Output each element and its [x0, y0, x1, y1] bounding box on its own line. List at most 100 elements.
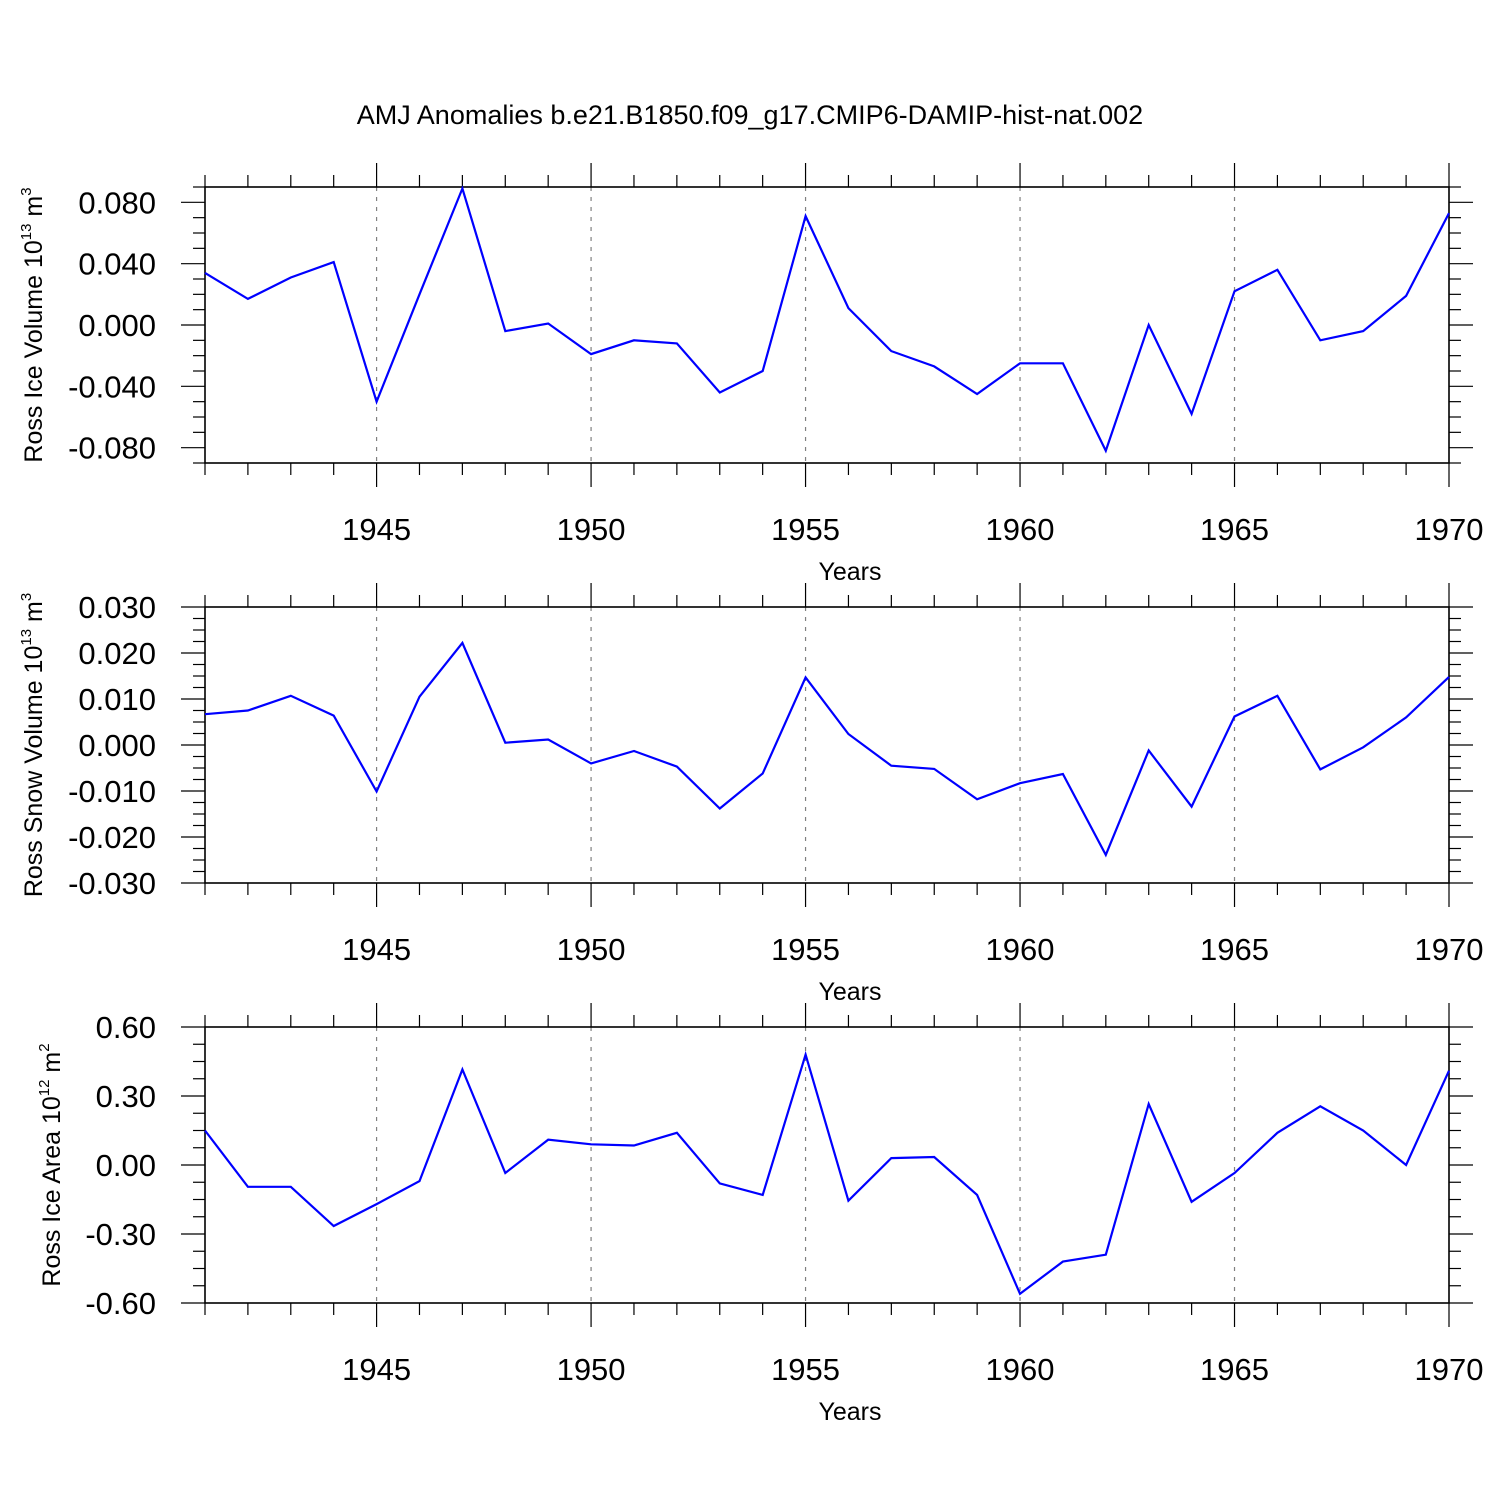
data-point: [1362, 1130, 1364, 1132]
data-point: [290, 695, 292, 697]
data-point: [1148, 324, 1150, 326]
data-point: [547, 1139, 549, 1141]
data-point: [933, 365, 935, 367]
data-point: [547, 322, 549, 324]
x-tick-label: 1945: [342, 932, 411, 967]
data-point: [1105, 1254, 1107, 1256]
data-point: [290, 1186, 292, 1188]
x-tick-label: 1960: [986, 1352, 1055, 1387]
data-point: [1234, 1172, 1236, 1174]
data-point: [719, 1182, 721, 1184]
data-point: [418, 1180, 420, 1182]
x-tick-label: 1945: [342, 512, 411, 547]
data-point: [504, 1172, 506, 1174]
data-point: [1362, 746, 1364, 748]
data-point: [933, 768, 935, 770]
data-point: [204, 272, 206, 274]
data-point: [461, 642, 463, 644]
x-tick-label: 1960: [986, 512, 1055, 547]
y-axis-title: Ross Ice Volume 1013 m3: [18, 187, 48, 462]
y-tick-label: -0.60: [85, 1286, 156, 1321]
x-axis-title: Years: [818, 1398, 881, 1426]
data-point: [1019, 1293, 1021, 1295]
data-point: [1276, 1132, 1278, 1134]
data-point: [976, 1194, 978, 1196]
data-point: [376, 1203, 378, 1205]
data-point: [1276, 695, 1278, 697]
data-point: [290, 276, 292, 278]
y-tick-label: -0.020: [68, 820, 156, 855]
data-point: [333, 715, 335, 717]
x-tick-label: 1955: [771, 932, 840, 967]
data-point: [1405, 1164, 1407, 1166]
chart-panels: 1945 1950 1955 1960 1965 1970 Years -0.080 -0.04…: [18, 163, 1483, 1426]
y-tick-label: 0.040: [78, 247, 156, 282]
data-point: [633, 750, 635, 752]
data-point: [1148, 1103, 1150, 1105]
x-tick-label: 1950: [557, 512, 626, 547]
y-tick-label: 0.00: [96, 1148, 156, 1183]
data-point: [247, 1186, 249, 1188]
y-tick-label: 0.020: [78, 636, 156, 671]
data-point: [376, 790, 378, 792]
data-point: [1319, 1105, 1321, 1107]
x-tick-label: 1945: [342, 1352, 411, 1387]
data-point: [461, 188, 463, 190]
data-point: [1019, 782, 1021, 784]
data-point: [805, 1054, 807, 1056]
x-tick-label: 1965: [1200, 932, 1269, 967]
y-tick-label: 0.030: [78, 590, 156, 625]
data-point: [847, 733, 849, 735]
y-tick-label: -0.080: [68, 431, 156, 466]
y-tick-label: 0.60: [96, 1010, 156, 1045]
data-point: [676, 342, 678, 344]
data-point: [590, 762, 592, 764]
data-point: [933, 1156, 935, 1158]
data-point: [504, 742, 506, 744]
x-axis-title: Years: [818, 978, 881, 1006]
data-point: [847, 307, 849, 309]
data-point: [590, 1143, 592, 1145]
data-point: [1062, 1261, 1064, 1263]
data-point: [1405, 295, 1407, 297]
panel-3: 1945 1950 1955 1960 1965 1970 Years -0.60 -0.30 0…: [36, 1003, 1483, 1426]
x-tick-label: 1970: [1415, 932, 1484, 967]
data-point: [204, 1130, 206, 1132]
data-point: [976, 393, 978, 395]
data-point: [333, 1225, 335, 1227]
data-point: [762, 1194, 764, 1196]
data-point: [976, 798, 978, 800]
y-tick-label: 0.080: [78, 185, 156, 220]
y-tick-label: -0.030: [68, 866, 156, 901]
chart-title: AMJ Anomalies b.e21.B1850.f09_g17.CMIP6-…: [357, 100, 1143, 130]
data-point: [1062, 773, 1064, 775]
data-point: [719, 807, 721, 809]
data-point: [890, 1157, 892, 1159]
data-point: [418, 696, 420, 698]
data-point: [1448, 676, 1450, 678]
y-tick-label: 0.010: [78, 682, 156, 717]
panel-2: 1945 1950 1955 1960 1965 1970 Years -0.030 -0.02…: [18, 583, 1483, 1006]
x-tick-label: 1950: [557, 932, 626, 967]
data-point: [1191, 413, 1193, 415]
data-point: [204, 713, 206, 715]
data-point: [504, 330, 506, 332]
data-point: [1405, 716, 1407, 718]
x-tick-label: 1960: [986, 932, 1055, 967]
x-axis-title: Years: [818, 558, 881, 586]
data-point: [247, 710, 249, 712]
y-tick-label: 0.000: [78, 728, 156, 763]
data-point: [1105, 450, 1107, 452]
x-tick-label: 1950: [557, 1352, 626, 1387]
panel-1: 1945 1950 1955 1960 1965 1970 Years -0.080 -0.04…: [18, 163, 1483, 586]
data-point: [805, 215, 807, 217]
data-point: [890, 350, 892, 352]
data-point: [719, 391, 721, 393]
data-point: [847, 1200, 849, 1202]
y-tick-label: -0.040: [68, 369, 156, 404]
data-point: [1191, 1201, 1193, 1203]
data-point: [890, 765, 892, 767]
series-line: [204, 185, 1450, 454]
